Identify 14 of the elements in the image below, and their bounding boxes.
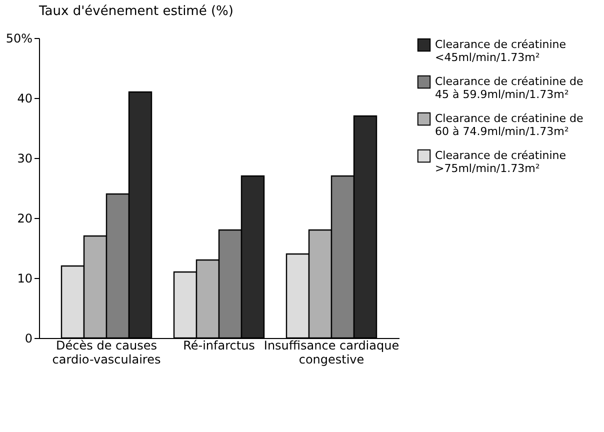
x-tick-label: Décès de causes cardio-vasculaires [52,338,161,366]
y-tick-label: 0 [24,332,32,346]
legend-label: Clearance de créatinine de 45 à 59.9ml/min/1.73m² [435,75,584,101]
x-tick-label: Insuffisance cardiaque congestive [264,338,400,366]
y-tick-label: 10 [17,272,32,286]
legend-label: Clearance de créatinine <45ml/min/1.73m² [435,38,566,64]
y-tick-label: 30 [17,152,32,166]
y-tick-label: 20 [17,212,32,226]
x-tick-label: Ré-infarctus [183,338,255,352]
chart-title: Taux d'événement estimé (%) [38,4,234,19]
y-tick-label: 50% [6,32,32,46]
legend-label: Clearance de créatinine >75ml/min/1.73m² [435,149,566,175]
legend-label: Clearance de créatinine de 60 à 74.9ml/min/1.73m² [435,112,584,138]
y-tick-label: 40 [17,92,32,106]
